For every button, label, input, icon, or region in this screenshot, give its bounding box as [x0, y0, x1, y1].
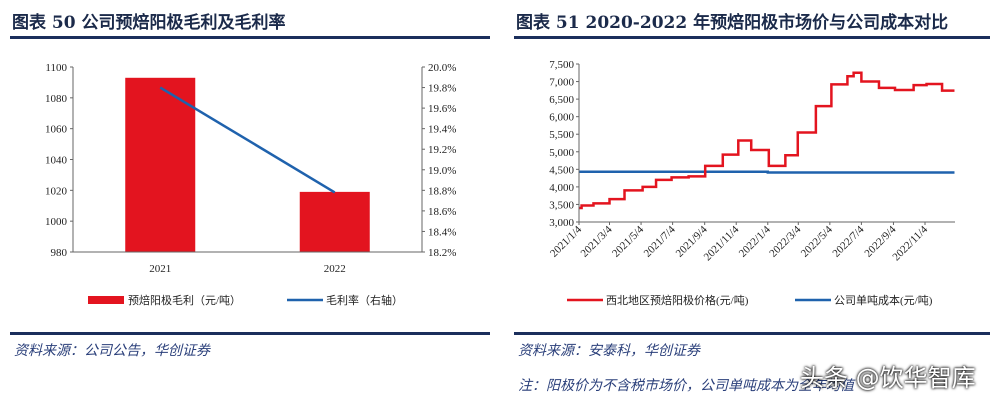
right-chart: 3,000 3,500 4,000 4,500 5,000 5,500 6,000 6,500…: [548, 59, 955, 307]
y-tick-label: 1040: [45, 155, 68, 167]
price-line: [579, 71, 955, 210]
y2-tick-label: 18.6%: [428, 206, 456, 218]
right-footer-rule: [514, 332, 990, 335]
watermark: 头条 @饮华智库: [800, 364, 976, 392]
y-tick-label: 1020: [45, 185, 68, 197]
y-tick-label: 1000: [45, 216, 68, 228]
x-tick-label: 2021/5/4: [610, 223, 646, 259]
y2-tick-label: 19.2%: [428, 144, 456, 156]
left-chart: 2021 2022 980 1000 1020 1040 1060 1080 1100 18.2%…: [45, 62, 456, 307]
y-tick-label: 1100: [45, 62, 67, 74]
legend-label: 预焙阳极毛利（元/吨）: [128, 293, 241, 307]
legend-label: 毛利率（右轴）: [326, 293, 403, 307]
legend-swatch-bar: [88, 296, 124, 304]
y-tick-label: 980: [51, 247, 68, 259]
left-source: 资料来源：公司公告，华创证券: [14, 343, 210, 359]
bar-2022: [299, 191, 370, 252]
y2-tick-label: 19.4%: [428, 124, 456, 136]
left-title-rule: [10, 36, 490, 39]
y-tick-label: 5,000: [549, 147, 574, 159]
right-note: 注：阳极价为不含税市场价，公司单吨成本为全年均值: [518, 378, 854, 394]
right-chart-title: 图表 51 2020-2022 年预焙阳极市场价与公司成本对比: [516, 13, 949, 33]
y-tick-label: 4,500: [549, 164, 574, 176]
y2-tick-label: 19.6%: [428, 103, 456, 115]
y2-tick-label: 19.0%: [428, 165, 456, 177]
x-tick-label: 2021/11/4: [702, 223, 742, 263]
y-tick-label: 1060: [45, 124, 68, 136]
legend-label: 公司单吨成本(元/吨): [834, 293, 933, 307]
x-tick-label: 2022: [324, 263, 346, 275]
cost-line: [579, 170, 955, 174]
y-tick-label: 7,000: [549, 77, 574, 89]
x-tick-label: 2021/7/4: [642, 223, 678, 259]
y2-tick-label: 18.4%: [428, 226, 456, 238]
x-tick-label: 2022/3/4: [767, 223, 803, 259]
x-tick-label: 2021: [149, 263, 171, 275]
legend-label: 西北地区预焙阳极价格(元/吨): [606, 293, 749, 307]
y2-tick-label: 20.0%: [428, 62, 456, 74]
x-tick-label: 2022/5/4: [799, 223, 835, 259]
y-tick-label: 4,000: [549, 182, 574, 194]
right-source: 资料来源：安泰科，华创证券: [518, 343, 700, 359]
y-tick-label: 6,000: [549, 112, 574, 124]
y-tick-label: 3,500: [549, 199, 574, 211]
y-tick-label: 7,500: [549, 59, 574, 71]
bar-2021: [125, 77, 196, 253]
y-tick-label: 6,500: [549, 94, 574, 106]
left-chart-title: 图表 50 公司预焙阳极毛利及毛利率: [12, 13, 286, 33]
right-title-rule: [514, 36, 990, 39]
y-tick-label: 1080: [45, 93, 68, 105]
x-tick-label: 2022/11/4: [890, 223, 930, 263]
y-tick-label: 3,000: [549, 217, 574, 229]
y2-tick-label: 18.8%: [428, 185, 456, 197]
left-footer-rule: [10, 332, 490, 335]
y2-tick-label: 18.2%: [428, 247, 456, 259]
x-tick-label: 2022/1/4: [737, 223, 773, 259]
x-tick-label: 2022/7/4: [830, 223, 866, 259]
y2-tick-label: 19.8%: [428, 83, 456, 95]
x-tick-label: 2021/3/4: [578, 223, 614, 259]
gross-margin-line: [159, 86, 336, 194]
y-tick-label: 5,500: [549, 129, 574, 141]
